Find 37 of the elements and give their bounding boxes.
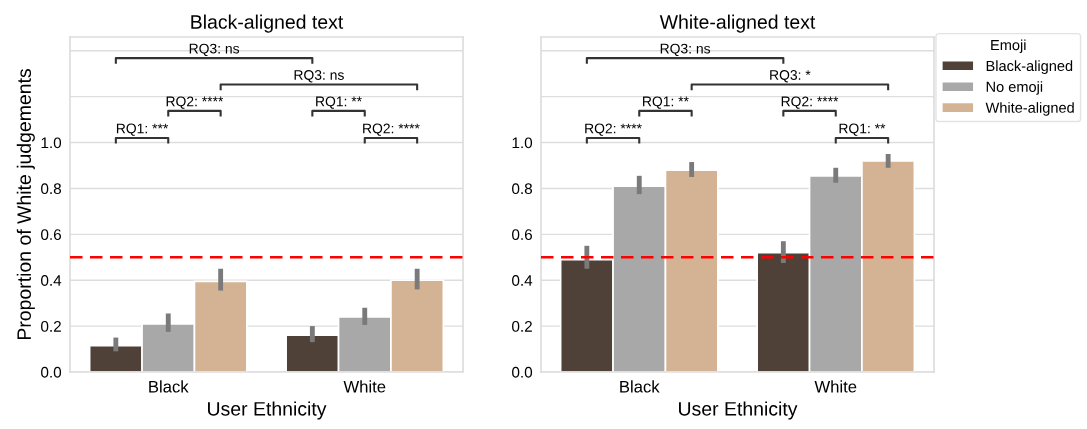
y-tick-label: 0.0	[512, 366, 533, 378]
y-axis-title: Proportion of White judgements	[16, 69, 35, 340]
annotation: RQ2: ****	[585, 123, 642, 136]
y-tick-label: 0.0	[41, 366, 62, 378]
annotation: RQ1: ***	[116, 123, 169, 136]
legend-title: Emoji	[991, 39, 1026, 54]
legend-label: Black-aligned	[986, 60, 1073, 74]
annotation: RQ1: **	[643, 96, 689, 109]
y-tick-label: 0.8	[512, 183, 532, 195]
annotation: RQ3: *	[770, 70, 811, 83]
annotation: RQ2: ****	[166, 96, 224, 109]
legend-label: No emoji	[986, 81, 1043, 95]
annotation: RQ3: ns	[660, 43, 711, 57]
x-axis-title: User Ethnicity	[679, 401, 798, 420]
x-axis-title: User Ethnicity	[208, 401, 327, 420]
y-tick-label: 1.0	[41, 137, 62, 149]
y-tick-label: 0.6	[512, 229, 532, 241]
chart-title: White-aligned text	[659, 14, 816, 33]
y-tick-label: 0.4	[512, 275, 533, 286]
x-tick-label: White	[343, 380, 386, 393]
y-tick-label: 0.8	[41, 183, 61, 195]
annotation: RQ1: **	[316, 96, 362, 109]
y-tick-label: 0.6	[41, 229, 61, 241]
x-tick-label: Black	[149, 380, 189, 393]
annotation: RQ1: **	[839, 123, 886, 136]
y-tick-label: 1.0	[512, 137, 533, 149]
x-tick-label: White	[814, 380, 857, 393]
annotation: RQ3: ns	[294, 70, 344, 83]
y-tick-label: 0.2	[512, 320, 532, 332]
y-tick-label: 0.4	[41, 275, 62, 286]
chart-title: Black-aligned text	[191, 14, 344, 33]
x-tick-label: Black	[620, 380, 660, 393]
annotation: RQ2: ****	[781, 96, 839, 109]
y-tick-label: 0.2	[41, 320, 61, 332]
annotation: RQ3: ns	[189, 43, 240, 57]
legend-label: White-aligned	[985, 102, 1074, 116]
annotation: RQ2: ****	[363, 123, 420, 136]
